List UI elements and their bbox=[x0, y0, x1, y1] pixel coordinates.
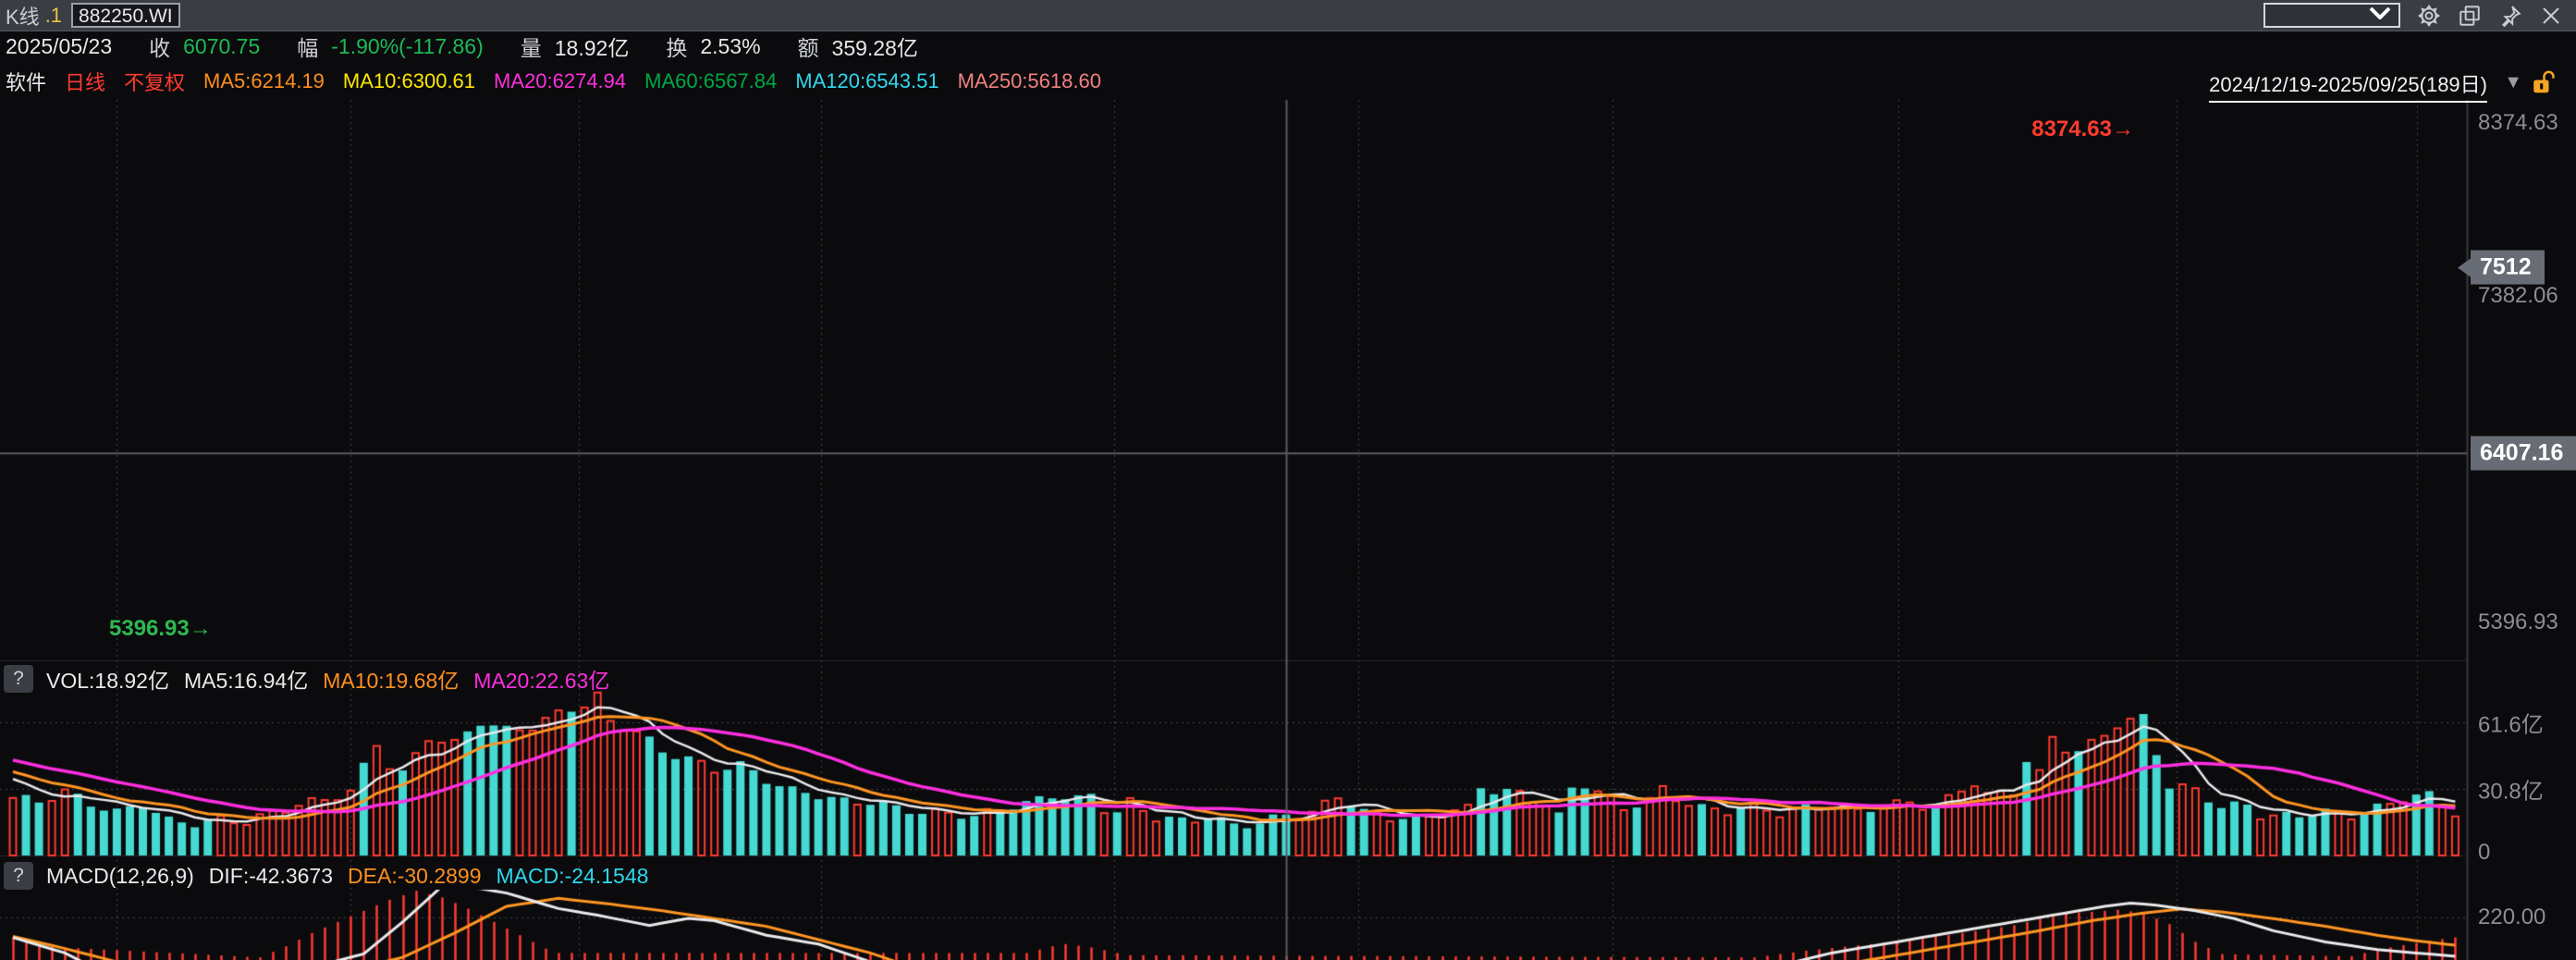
ma20-legend: MA20:6274.94 bbox=[494, 69, 627, 92]
dea-value: DEA:-30.2899 bbox=[348, 863, 482, 888]
title-bar: K线 .1 882250.WI bbox=[0, 0, 2576, 31]
sector-label[interactable]: 软件 bbox=[6, 71, 47, 94]
macd-title: MACD(12,26,9) bbox=[46, 863, 194, 888]
toolbar-dropdown[interactable] bbox=[2263, 3, 2400, 28]
period-label: .1 bbox=[44, 3, 63, 27]
ma120-legend: MA120:6543.51 bbox=[795, 69, 939, 92]
macd-axis-tick: 220.00 bbox=[2478, 905, 2546, 929]
period-toggle[interactable]: 日线 bbox=[65, 71, 106, 94]
change-value: -1.90%(-117.86) bbox=[331, 33, 484, 58]
copy-icon[interactable] bbox=[2458, 4, 2482, 28]
symbol-input[interactable]: 882250.WI bbox=[71, 3, 181, 28]
volume-pane-header: ? VOL:18.92亿 MA5:16.94亿 MA10:19.68亿 MA20… bbox=[4, 663, 624, 695]
amount-value: 359.28亿 bbox=[831, 36, 918, 60]
close-icon[interactable] bbox=[2539, 4, 2563, 28]
date-range-dropdown-icon[interactable]: ▼ bbox=[2504, 72, 2522, 92]
badge-notch bbox=[2458, 258, 2471, 277]
period-high-annotation: 8374.63→ bbox=[2031, 117, 2134, 142]
vol-ma5-legend: MA5:16.94亿 bbox=[183, 669, 309, 693]
close-label: 收 bbox=[149, 36, 171, 60]
volume-axis-tick-zero: 0 bbox=[2478, 840, 2491, 865]
vol-value: VOL:18.92亿 bbox=[46, 669, 169, 693]
turnover-label: 换 bbox=[666, 36, 688, 60]
ma60-legend: MA60:6567.84 bbox=[644, 69, 778, 92]
price-axis-tick-4: 5396.93 bbox=[2478, 609, 2558, 634]
macd-help-button[interactable]: ? bbox=[4, 862, 33, 890]
volume-axis-tick-mid: 30.8亿 bbox=[2478, 779, 2544, 805]
titlebar-actions bbox=[2263, 0, 2563, 31]
volume-value: 18.92亿 bbox=[554, 36, 630, 60]
volume-axis-tick-top: 61.6亿 bbox=[2478, 712, 2544, 738]
quote-date: 2025/05/23 bbox=[6, 33, 113, 58]
volume-help-button[interactable]: ? bbox=[4, 665, 33, 693]
chart-type-label: K线 bbox=[6, 5, 40, 29]
turnover-value: 2.53% bbox=[700, 33, 761, 58]
date-range-selector[interactable]: 2024/12/19-2025/09/25(189日) bbox=[2209, 68, 2487, 103]
gear-icon[interactable] bbox=[2417, 4, 2441, 28]
ma5-legend: MA5:6214.19 bbox=[203, 69, 325, 92]
ma250-legend: MA250:5618.60 bbox=[957, 69, 1101, 92]
vol-ma20-legend: MA20:22.63亿 bbox=[473, 669, 610, 693]
quote-info-bar: 2025/05/23 收 6070.75 幅 -1.90%(-117.86) 量… bbox=[0, 31, 2576, 61]
dif-value: DIF:-42.3673 bbox=[208, 863, 334, 888]
change-label: 幅 bbox=[297, 36, 319, 60]
crosshair-price-badge: 6407.16 bbox=[2471, 436, 2576, 471]
pin-icon[interactable] bbox=[2498, 4, 2522, 28]
adjust-toggle[interactable]: 不复权 bbox=[124, 71, 186, 94]
chevron-down-icon bbox=[2369, 6, 2391, 24]
ma-legend-bar: 软件 日线 不复权 MA5:6214.19 MA10:6300.61 MA20:… bbox=[0, 65, 2576, 98]
unlock-icon[interactable] bbox=[2528, 68, 2556, 101]
hline-price-badge[interactable]: 7512 bbox=[2458, 250, 2545, 285]
close-value: 6070.75 bbox=[183, 33, 261, 58]
ma10-legend: MA10:6300.61 bbox=[342, 69, 476, 92]
macd-value: MACD:-24.1548 bbox=[496, 863, 649, 888]
amount-label: 额 bbox=[797, 36, 819, 60]
macd-pane-header: ? MACD(12,26,9) DIF:-42.3673 DEA:-30.289… bbox=[4, 862, 663, 890]
price-axis-tick-1: 8374.63 bbox=[2478, 110, 2558, 135]
vol-ma10-legend: MA10:19.68亿 bbox=[323, 669, 460, 693]
price-axis-tick-2: 7382.06 bbox=[2478, 283, 2558, 308]
period-low-annotation: 5396.93→ bbox=[109, 616, 212, 641]
volume-label: 量 bbox=[520, 36, 542, 60]
